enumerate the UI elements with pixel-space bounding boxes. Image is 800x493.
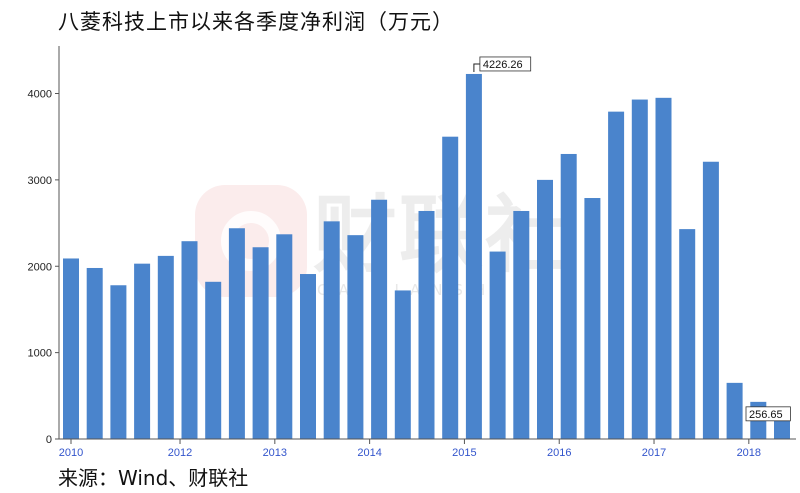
bar — [537, 179, 553, 439]
bar-series — [63, 73, 790, 440]
bar — [560, 153, 577, 439]
bar — [63, 258, 79, 439]
axes: 0 1000 2000 3000 4000 2010 2012 2013 2014 2015 201… — [28, 46, 796, 459]
bar — [110, 285, 127, 439]
source-note: 来源：Wind、财联社 — [58, 466, 249, 490]
y-tick-label: 2000 — [28, 261, 52, 273]
bar — [418, 210, 435, 439]
bar — [86, 267, 103, 439]
bar — [584, 198, 601, 439]
bar — [276, 234, 293, 439]
bar — [394, 290, 411, 439]
bar — [631, 99, 648, 440]
x-tick-label: 2010 — [59, 447, 83, 459]
x-tick-label: 2013 — [263, 447, 287, 459]
bar — [608, 111, 625, 440]
y-tick-label: 3000 — [28, 175, 52, 187]
bar — [489, 251, 506, 439]
label-box — [745, 406, 791, 422]
y-tick-label: 0 — [46, 434, 52, 446]
watermark-subtext: CAILIANSHE — [317, 281, 517, 299]
bar — [465, 73, 482, 440]
x-tick-label: 2014 — [357, 447, 381, 459]
bar — [205, 281, 222, 439]
data-label: 4226.26 — [483, 59, 523, 71]
x-tick-label: 2012 — [168, 447, 192, 459]
bar — [252, 247, 269, 439]
chart-title: 八菱科技上市以来各季度净利润（万元） — [58, 10, 454, 34]
y-tick-label: 1000 — [28, 348, 52, 360]
y-tick-label: 4000 — [28, 89, 52, 101]
x-tick-label: 2017 — [642, 447, 666, 459]
bar — [726, 382, 743, 439]
bar — [347, 235, 364, 439]
bar — [300, 274, 316, 439]
data-labels: 4226.26 256.65 — [473, 56, 791, 422]
x-tick-label: 2018 — [737, 447, 761, 459]
bar — [442, 136, 459, 439]
bar — [371, 199, 388, 439]
bar — [181, 241, 198, 439]
x-tick-label: 2015 — [452, 447, 476, 459]
bar — [679, 229, 696, 439]
x-tick-label: 2016 — [547, 447, 571, 459]
bar — [702, 161, 719, 439]
bar — [323, 221, 340, 439]
bar — [134, 263, 151, 439]
bar — [774, 416, 790, 439]
bar — [513, 210, 530, 439]
data-label: 256.65 — [749, 409, 783, 421]
label-leader — [473, 63, 480, 72]
bar — [228, 228, 245, 439]
label-box — [479, 56, 532, 72]
bar — [655, 97, 672, 440]
bar — [157, 255, 174, 439]
